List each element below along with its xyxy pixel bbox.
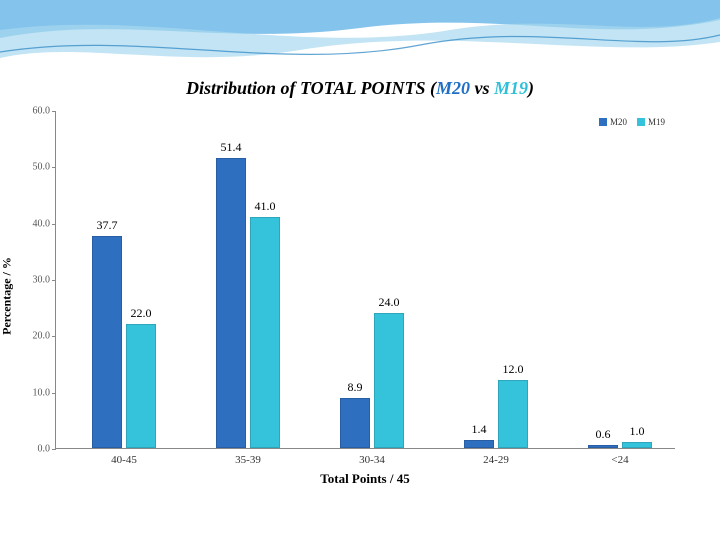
bar-group: 0.61.0<24 <box>572 110 668 448</box>
title-vs: vs <box>470 78 494 98</box>
bar-group: 8.924.030-34 <box>324 110 420 448</box>
category-label: 24-29 <box>448 448 544 466</box>
chart: Percentage / % M20 M19 0.010.020.030.040… <box>55 111 695 481</box>
y-tick-label: 0.0 <box>18 444 50 455</box>
title-m20: M20 <box>436 78 470 98</box>
title-m19: M19 <box>494 78 528 98</box>
bar <box>126 324 156 448</box>
bar <box>250 217 280 448</box>
chart-title: Distribution of TOTAL POINTS (M20 vs M19… <box>0 78 720 99</box>
bar-value-label: 37.7 <box>77 218 137 235</box>
y-tick-mark <box>52 224 56 225</box>
bar-group: 51.441.035-39 <box>200 110 296 448</box>
bar <box>464 440 494 448</box>
y-tick-label: 20.0 <box>18 331 50 342</box>
y-tick-mark <box>52 167 56 168</box>
bar-value-label: 51.4 <box>201 140 261 157</box>
y-tick-mark <box>52 280 56 281</box>
y-tick-label: 50.0 <box>18 162 50 173</box>
bar-group: 37.722.040-45 <box>76 110 172 448</box>
x-axis-label: Total Points / 45 <box>55 471 675 487</box>
title-prefix: Distribution of TOTAL POINTS ( <box>186 78 436 98</box>
y-tick-label: 30.0 <box>18 275 50 286</box>
category-label: 30-34 <box>324 448 420 466</box>
category-label: 35-39 <box>200 448 296 466</box>
y-tick-label: 60.0 <box>18 106 50 117</box>
bar-value-label: 24.0 <box>359 295 419 312</box>
bar-value-label: 12.0 <box>483 362 543 379</box>
bar <box>340 398 370 448</box>
y-tick-mark <box>52 393 56 394</box>
y-tick-label: 10.0 <box>18 387 50 398</box>
category-label: 40-45 <box>76 448 172 466</box>
bar-group: 1.412.024-29 <box>448 110 544 448</box>
title-suffix: ) <box>528 78 534 98</box>
bar <box>374 313 404 448</box>
bar-value-label: 1.0 <box>607 424 667 441</box>
bar <box>92 236 122 448</box>
plot-area: M20 M19 0.010.020.030.040.050.060.037.72… <box>55 111 675 449</box>
category-label: <24 <box>572 448 668 466</box>
y-tick-mark <box>52 111 56 112</box>
bar-value-label: 41.0 <box>235 199 295 216</box>
y-tick-label: 40.0 <box>18 218 50 229</box>
bar-value-label: 22.0 <box>111 306 171 323</box>
bar <box>498 380 528 448</box>
y-tick-mark <box>52 449 56 450</box>
y-tick-mark <box>52 336 56 337</box>
y-axis-label: Percentage / % <box>0 257 15 335</box>
